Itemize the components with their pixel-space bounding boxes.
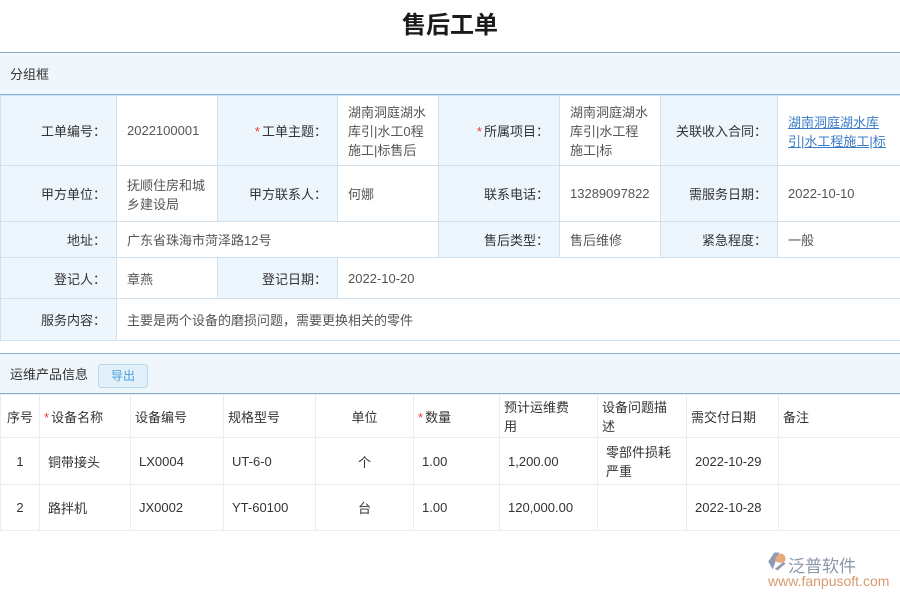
svg-text:www.fanpusoft.com: www.fanpusoft.com — [768, 573, 889, 589]
